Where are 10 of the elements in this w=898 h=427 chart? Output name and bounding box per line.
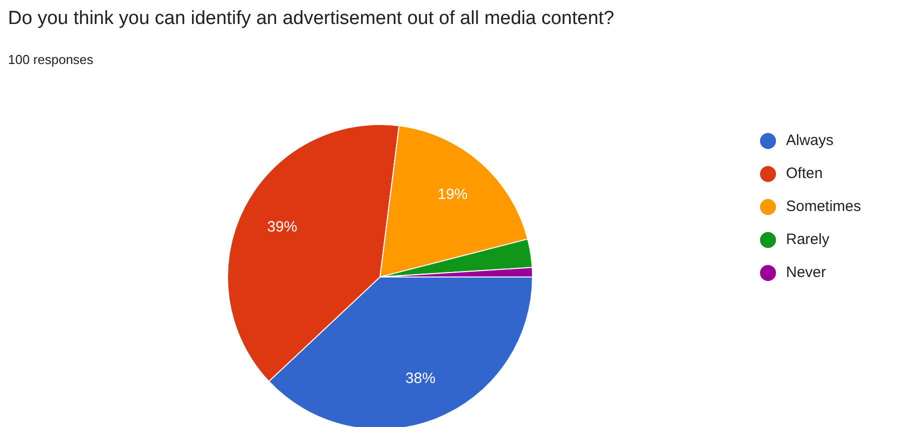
- legend-label: Often: [786, 165, 823, 182]
- data-label: 38%: [405, 370, 436, 388]
- legend-label: Sometimes: [786, 198, 862, 215]
- legend-label: Never: [786, 264, 826, 281]
- data-label: 39%: [267, 218, 298, 236]
- chart-title: Do you think you can identify an advertisement out of all media content?: [8, 8, 614, 30]
- text: 100 responses: [8, 52, 94, 67]
- legend-label: Rarely: [786, 231, 830, 248]
- legend-label: Always: [786, 132, 834, 149]
- data-label: 19%: [438, 186, 468, 203]
